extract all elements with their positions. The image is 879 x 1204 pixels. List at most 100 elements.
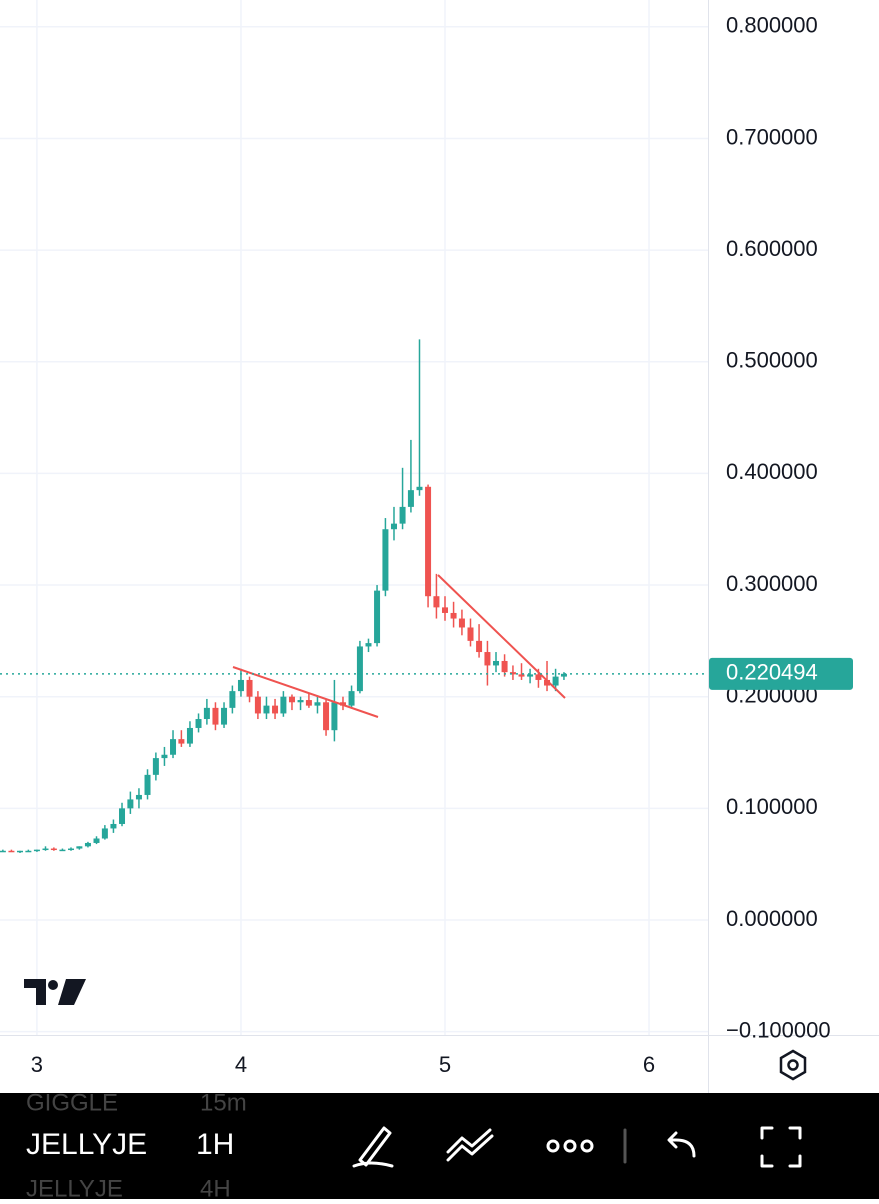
candle-body xyxy=(237,679,244,692)
draw-button[interactable] xyxy=(352,1126,394,1168)
fullscreen-button[interactable] xyxy=(760,1126,802,1168)
logo xyxy=(24,979,86,1005)
y-tick-label: 0.700000 xyxy=(726,124,818,149)
candle-body xyxy=(518,674,525,677)
candle-body xyxy=(161,754,168,759)
candle-body xyxy=(441,607,448,613)
candle-body xyxy=(229,691,236,708)
candle-body xyxy=(221,707,228,725)
x-tick-label: 5 xyxy=(439,1052,451,1077)
candle-body xyxy=(493,660,500,666)
last-price-label: 0.220494 xyxy=(726,660,818,685)
last-price-box xyxy=(709,657,853,690)
candle-body xyxy=(399,506,406,524)
candle-body xyxy=(433,596,440,608)
candle-body xyxy=(323,702,330,731)
candle-body xyxy=(84,842,91,847)
candle-body xyxy=(458,618,465,628)
symbol[interactable]: JELLYJE xyxy=(26,1128,147,1161)
undo-button[interactable] xyxy=(667,1131,696,1158)
candle-body xyxy=(348,691,355,706)
candle-body xyxy=(305,700,312,706)
candle-body xyxy=(127,799,134,809)
candle-body xyxy=(203,707,210,720)
candle-body xyxy=(25,850,32,853)
symbol-option[interactable]: JELLYJE xyxy=(26,1175,123,1202)
y-tick-label: 0.300000 xyxy=(726,571,818,596)
candle-body xyxy=(467,627,474,641)
candle-body xyxy=(246,679,253,697)
x-tick-label: 3 xyxy=(31,1052,43,1077)
candles xyxy=(0,339,567,854)
candle-body xyxy=(152,758,159,775)
candle-body xyxy=(552,676,559,686)
candle-body xyxy=(314,702,321,706)
toolbar xyxy=(0,1093,879,1199)
candle-body xyxy=(288,696,295,703)
candle-body xyxy=(76,846,83,849)
y-tick-label: 0.800000 xyxy=(726,13,818,38)
axes: −0.1000000.0000000.1000000.2000000.30000… xyxy=(0,13,853,1077)
candle-body xyxy=(68,848,75,851)
candle-body xyxy=(416,486,423,491)
candle-body xyxy=(195,719,202,728)
candle-body xyxy=(501,660,508,673)
candle-body xyxy=(450,612,457,619)
candle-body xyxy=(170,739,177,755)
candle-body xyxy=(407,490,414,507)
candle-body xyxy=(8,850,15,853)
candle-body xyxy=(382,529,389,591)
trend-line xyxy=(232,666,379,718)
candle-body xyxy=(509,672,516,675)
candle-body xyxy=(476,640,483,653)
candle-body xyxy=(280,696,287,714)
candle-body xyxy=(110,823,117,829)
y-tick-label: 0.100000 xyxy=(726,794,818,819)
price-axis xyxy=(708,0,879,1035)
candle-body xyxy=(50,848,57,851)
y-tick-label: 0.400000 xyxy=(726,459,818,484)
candle-body xyxy=(144,774,151,795)
candle-body xyxy=(254,696,261,714)
candle-body xyxy=(33,849,40,852)
interval-option[interactable]: 4H xyxy=(200,1175,231,1202)
y-tick-label: 0.000000 xyxy=(726,906,818,931)
candle-body xyxy=(119,808,126,824)
candle-body xyxy=(93,838,100,843)
grid xyxy=(0,0,708,1035)
candle-body xyxy=(374,590,381,644)
candle-body xyxy=(535,674,542,680)
candle-body xyxy=(178,739,185,744)
candle-body xyxy=(544,679,551,686)
trend-line xyxy=(437,574,566,699)
candle-body xyxy=(212,707,219,725)
candle-body xyxy=(59,849,66,852)
candle-body xyxy=(560,673,567,677)
y-tick-label: 0.500000 xyxy=(726,348,818,373)
more-button[interactable] xyxy=(546,1139,594,1153)
candle-body xyxy=(484,652,491,666)
candle-body xyxy=(101,828,108,839)
candle-body xyxy=(16,850,23,853)
candle-body xyxy=(390,523,397,530)
candle-body xyxy=(527,674,534,677)
interval-option[interactable]: 15m xyxy=(200,1089,247,1116)
candle-body xyxy=(42,848,49,851)
candle-body xyxy=(331,702,338,731)
y-tick-label: 0.600000 xyxy=(726,236,818,261)
y-tick-label: −0.100000 xyxy=(726,1017,831,1042)
candle-body xyxy=(297,700,304,703)
candle-body xyxy=(356,646,363,692)
x-tick-label: 6 xyxy=(643,1052,655,1077)
candle-body xyxy=(365,643,372,647)
candle-body xyxy=(425,486,432,597)
indicators-button[interactable] xyxy=(446,1128,494,1162)
candle-body xyxy=(272,705,279,714)
candle-body xyxy=(0,850,6,853)
settings-button[interactable] xyxy=(779,1049,807,1081)
x-tick-label: 4 xyxy=(235,1052,247,1077)
symbol-option[interactable]: GIGGLE xyxy=(26,1089,118,1116)
interval[interactable]: 1H xyxy=(196,1128,234,1161)
candle-body xyxy=(263,705,270,714)
